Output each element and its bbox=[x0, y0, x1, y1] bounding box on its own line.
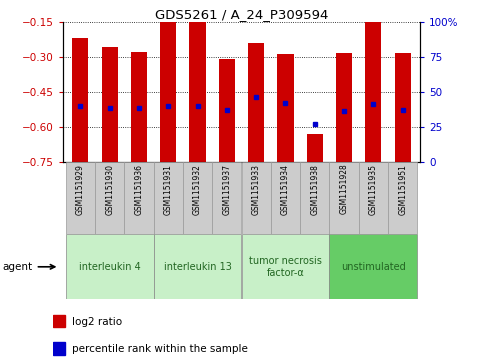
Text: unstimulated: unstimulated bbox=[341, 262, 406, 272]
Bar bbox=[248, 43, 264, 162]
Bar bbox=[183, 162, 212, 234]
Bar bbox=[242, 162, 271, 234]
Bar bbox=[189, 22, 206, 162]
Bar bbox=[395, 53, 411, 162]
Bar bbox=[300, 162, 329, 234]
Text: tumor necrosis
factor-α: tumor necrosis factor-α bbox=[249, 256, 322, 278]
Bar bbox=[271, 162, 300, 234]
Bar bbox=[72, 38, 88, 162]
Text: GSM1151932: GSM1151932 bbox=[193, 164, 202, 215]
Bar bbox=[95, 162, 124, 234]
Bar bbox=[219, 59, 235, 162]
Title: GDS5261 / A_24_P309594: GDS5261 / A_24_P309594 bbox=[155, 8, 328, 21]
Text: interleukin 13: interleukin 13 bbox=[164, 262, 231, 272]
Text: interleukin 4: interleukin 4 bbox=[79, 262, 141, 272]
Bar bbox=[53, 315, 65, 327]
Text: GSM1151929: GSM1151929 bbox=[76, 164, 85, 215]
Bar bbox=[307, 134, 323, 162]
Text: GSM1151930: GSM1151930 bbox=[105, 164, 114, 215]
Bar bbox=[212, 162, 242, 234]
Bar bbox=[388, 162, 417, 234]
Bar bbox=[131, 52, 147, 162]
Bar bbox=[53, 342, 65, 355]
Text: GSM1151931: GSM1151931 bbox=[164, 164, 173, 215]
Text: percentile rank within the sample: percentile rank within the sample bbox=[72, 344, 248, 354]
Bar bbox=[66, 162, 95, 234]
Text: GSM1151938: GSM1151938 bbox=[310, 164, 319, 215]
Text: GSM1151937: GSM1151937 bbox=[222, 164, 231, 215]
Bar bbox=[154, 162, 183, 234]
Bar bbox=[66, 234, 154, 299]
Bar bbox=[101, 48, 118, 162]
Bar bbox=[329, 234, 417, 299]
Text: agent: agent bbox=[2, 262, 32, 272]
Bar bbox=[124, 162, 154, 234]
Text: GSM1151951: GSM1151951 bbox=[398, 164, 407, 215]
Bar bbox=[154, 234, 242, 299]
Text: GSM1151928: GSM1151928 bbox=[340, 164, 349, 215]
Text: GSM1151933: GSM1151933 bbox=[252, 164, 261, 215]
Text: GSM1151935: GSM1151935 bbox=[369, 164, 378, 215]
Bar bbox=[359, 162, 388, 234]
Text: GSM1151936: GSM1151936 bbox=[134, 164, 143, 215]
Bar bbox=[242, 234, 329, 299]
Bar bbox=[277, 54, 294, 162]
Bar bbox=[329, 162, 359, 234]
Bar bbox=[336, 53, 352, 162]
Text: GSM1151934: GSM1151934 bbox=[281, 164, 290, 215]
Bar bbox=[160, 22, 176, 162]
Text: log2 ratio: log2 ratio bbox=[72, 317, 122, 327]
Bar bbox=[365, 22, 382, 162]
